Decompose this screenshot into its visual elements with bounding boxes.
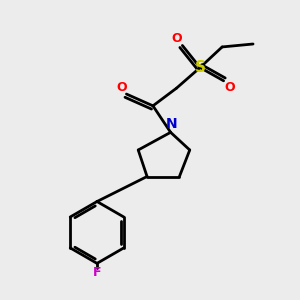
Text: S: S <box>195 60 206 75</box>
Text: F: F <box>93 266 101 279</box>
Text: O: O <box>172 32 182 46</box>
Text: O: O <box>224 81 235 94</box>
Text: N: N <box>165 117 177 131</box>
Text: O: O <box>117 81 127 94</box>
